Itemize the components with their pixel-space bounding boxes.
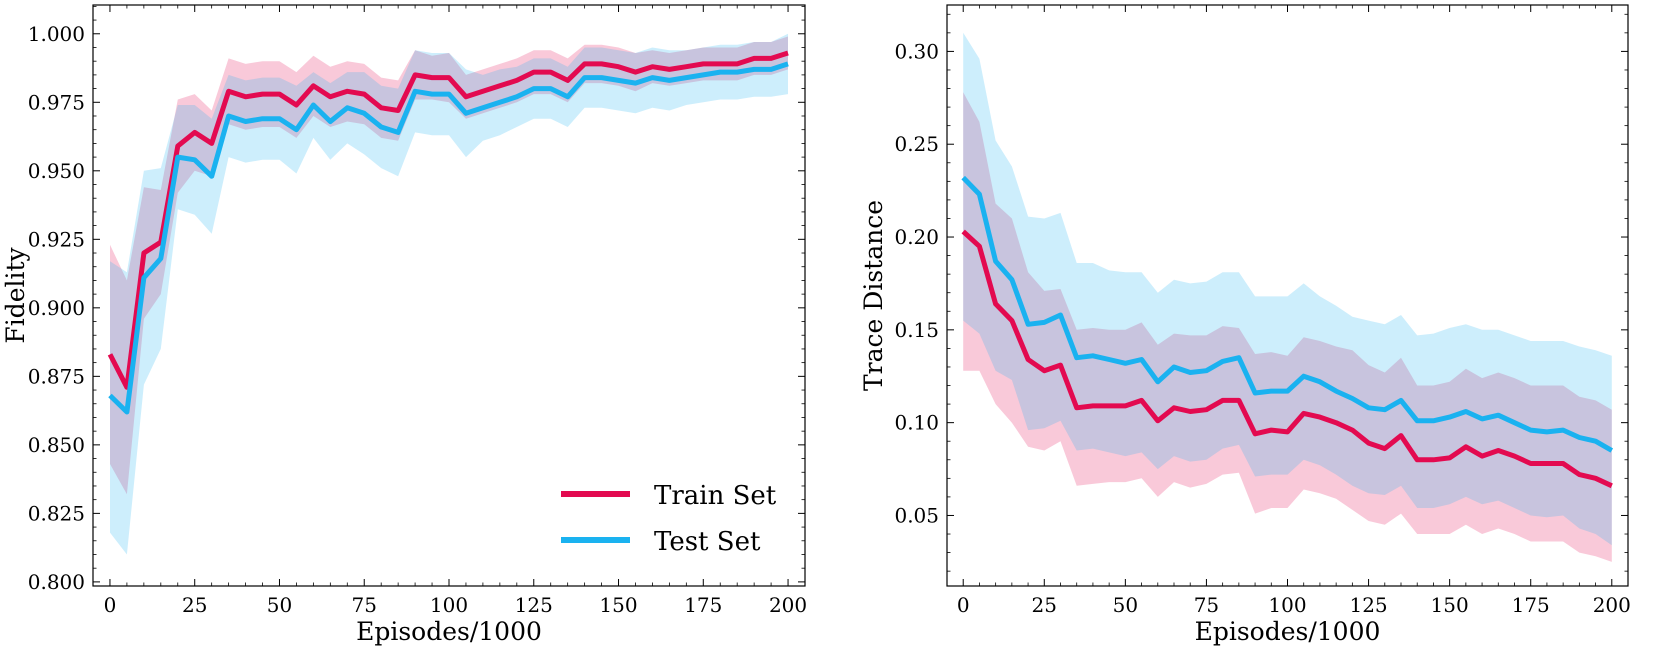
trace-distance-x-tick-label: 0 [957,593,970,617]
trace-distance-train-band [963,92,1612,562]
fidelity-test-band [110,33,788,555]
fidelity-y-tick-label: 0.850 [28,433,85,457]
trace-distance-test-line [961,175,1614,453]
trace-distance-x-tick-label: 125 [1349,593,1387,617]
fidelity-x-tick-label: 25 [182,593,207,617]
fidelity-x-tick-label: 175 [684,593,722,617]
fidelity-train-line [107,50,789,390]
trace-distance-x-tick-label: 175 [1512,593,1550,617]
trace-distance-y-tick-label: 0.10 [894,411,939,435]
trace-distance-train-line [961,229,1613,489]
trace-distance-x-tick-label: 150 [1431,593,1469,617]
legend-train-label: Train Set [654,481,777,511]
trace-distance-test-band [963,32,1612,546]
trace-distance-x-axis-label: Episodes/1000 [1195,617,1381,646]
fidelity-y-tick-label: 0.950 [28,159,85,183]
fidelity-y-tick-label: 0.975 [28,90,85,114]
trace-distance-x-tick-label: 50 [1113,593,1138,617]
fidelity-axis-ticks: 0 25 50 75 100 125 150 175 200 0.800 0.825 0.850 0.8… [28,5,807,617]
fidelity-y-tick-label: 0.800 [28,570,85,594]
fidelity-test-line [108,61,789,415]
trace-distance-x-tick-label: 200 [1593,593,1631,617]
trace-distance-y-tick-label: 0.05 [894,503,939,527]
trace-distance-plot-frame [946,4,1629,587]
trace-distance-x-tick-label: 100 [1268,593,1306,617]
fidelity-y-tick-label: 1.000 [28,22,85,46]
trace-distance-chart: 0 25 50 75 100 125 150 175 200 0.05 0.10 0.15 0.20 0.… [859,4,1631,646]
trace-distance-y-tick-label: 0.20 [894,225,939,249]
trace-distance-y-tick-label: 0.25 [894,132,939,156]
fidelity-y-tick-label: 0.825 [28,501,85,525]
fidelity-x-tick-label: 0 [104,593,117,617]
fidelity-x-tick-label: 75 [352,593,377,617]
trace-distance-x-tick-label: 25 [1032,593,1057,617]
fidelity-x-tick-label: 50 [267,593,292,617]
fidelity-plot-frame [92,4,806,587]
fidelity-y-tick-label: 0.900 [28,296,85,320]
fidelity-x-tick-label: 200 [769,593,807,617]
fidelity-y-tick-label: 0.875 [28,364,85,388]
trace-distance-y-tick-label: 0.30 [894,39,939,63]
fidelity-confidence-bands [110,33,788,555]
fidelity-x-tick-label: 150 [599,593,637,617]
trace-distance-series-lines [961,175,1614,489]
trace-distance-x-tick-label: 75 [1194,593,1219,617]
fidelity-x-tick-label: 100 [430,593,468,617]
trace-distance-y-tick-label: 0.15 [894,318,939,342]
fidelity-y-axis-label: Fidelity [1,246,30,343]
legend-test-label: Test Set [654,527,761,557]
trace-distance-y-axis-label: Trace Distance [859,200,888,391]
fidelity-x-axis-label: Episodes/1000 [356,617,542,646]
fidelity-x-tick-label: 125 [515,593,553,617]
fidelity-y-tick-label: 0.925 [28,227,85,251]
trace-distance-confidence-bands [963,32,1612,562]
legend: Train Set Test Set [561,481,777,557]
fidelity-chart: 0 25 50 75 100 125 150 175 200 0.800 0.825 0.850 0.8… [1,4,807,646]
fidelity-series-lines [107,50,789,415]
